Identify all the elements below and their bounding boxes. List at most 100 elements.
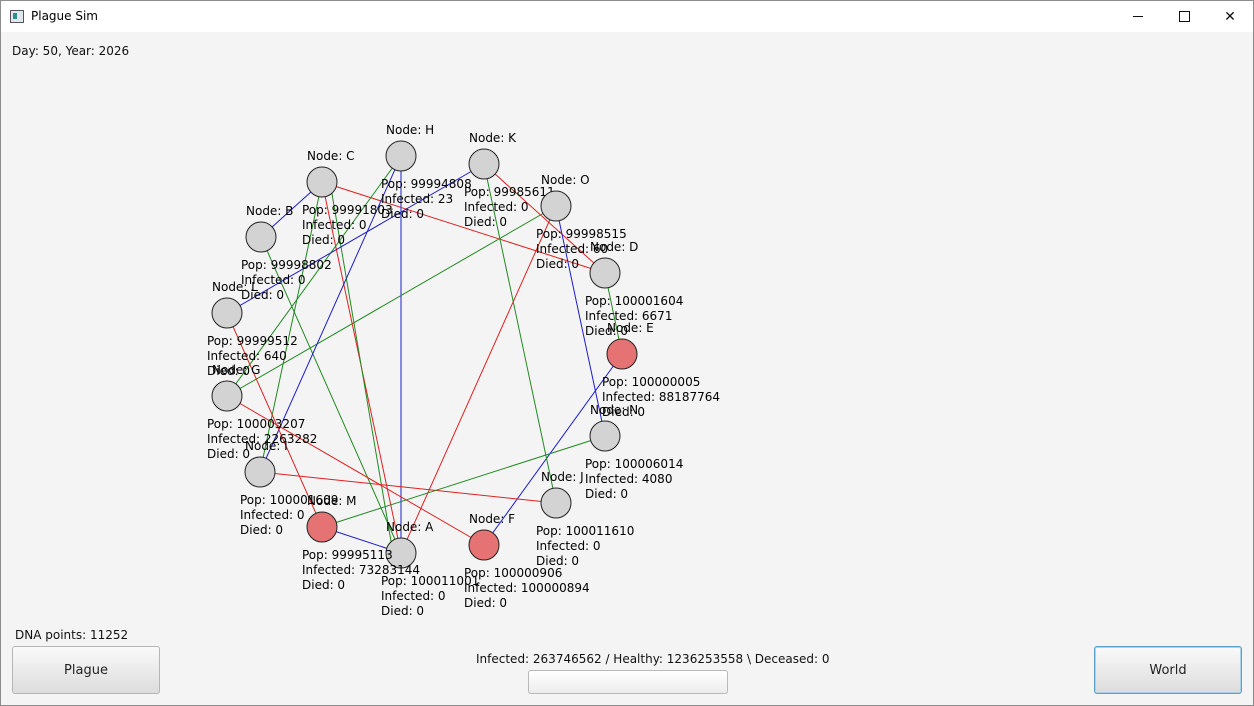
node-name-label: Node: B <box>246 204 293 218</box>
edge-l-m <box>226 312 323 528</box>
node-infected-label: Infected: 0 <box>381 589 446 603</box>
node-name-label: Node: E <box>607 321 654 335</box>
node-pop-label: Pop: 99985611 <box>464 185 555 199</box>
node-name-label: Node: G <box>212 363 260 377</box>
node-circle[interactable] <box>606 338 638 370</box>
edge-m-n <box>321 435 606 528</box>
node-circle[interactable] <box>468 148 500 180</box>
node-pop-label: Pop: 99995113 <box>302 548 393 562</box>
node-circle[interactable] <box>244 456 276 488</box>
node-infected-label: Infected: 640 <box>207 349 287 363</box>
global-stats-label: Infected: 263746562 / Healthy: 123625355… <box>476 652 830 666</box>
node-circle[interactable] <box>245 221 277 253</box>
node-died-label: Died: 0 <box>302 233 345 247</box>
node-pop-label: Pop: 100011001 <box>381 574 479 588</box>
maximize-button[interactable] <box>1161 1 1207 32</box>
node-circle[interactable] <box>468 529 500 561</box>
edge-a-o <box>400 205 557 554</box>
node-name-label: Node: H <box>386 123 434 137</box>
node-died-label: Died: 0 <box>381 207 424 221</box>
node-died-label: Died: 0 <box>602 405 645 419</box>
node-circle[interactable] <box>385 140 417 172</box>
node-died-label: Died: 0 <box>464 215 507 229</box>
edge-e-f <box>483 353 623 546</box>
node-circle[interactable] <box>211 380 243 412</box>
edge-c-i <box>259 181 323 473</box>
node-infected-label: Infected: 73283144 <box>302 563 420 577</box>
node-infected-label: Infected: 60 <box>536 242 608 256</box>
edge-f-g <box>226 395 485 546</box>
node-infected-label: Infected: 4080 <box>585 472 672 486</box>
node-name-label: Node: K <box>469 131 517 145</box>
node-pop-label: Pop: 100011610 <box>536 524 634 538</box>
node-circle[interactable] <box>306 511 338 543</box>
node-pop-label: Pop: 100001604 <box>585 294 683 308</box>
node-circle[interactable] <box>385 537 417 569</box>
close-icon: ✕ <box>1224 8 1236 25</box>
node-pop-label: Pop: 99991803 <box>302 203 393 217</box>
day-year-label: Day: 50, Year: 2026 <box>12 44 130 58</box>
node-circle[interactable] <box>589 420 621 452</box>
node-circle[interactable] <box>540 487 572 519</box>
edge-g-h <box>226 155 402 397</box>
node-infected-label: Infected: 0 <box>302 218 367 232</box>
node-pop-label: Pop: 100003207 <box>207 417 305 431</box>
node-died-label: Died: 0 <box>585 487 628 501</box>
node-died-label: Died: 0 <box>207 364 250 378</box>
title-bar[interactable]: Plague Sim ✕ <box>1 1 1253 32</box>
progress-bar <box>528 670 728 694</box>
node-died-label: Died: 0 <box>241 288 284 302</box>
node-circle[interactable] <box>589 257 621 289</box>
edge-c-d <box>321 181 606 274</box>
plague-button[interactable]: Plague <box>12 646 160 694</box>
node-died-label: Died: 0 <box>585 324 628 338</box>
node-died-label: Died: 0 <box>302 578 345 592</box>
node-died-label: Died: 0 <box>381 604 424 618</box>
node-died-label: Died: 0 <box>207 447 250 461</box>
node-died-label: Died: 0 <box>536 257 579 271</box>
window-title: Plague Sim <box>31 9 98 23</box>
node-name-label: Node: C <box>307 149 355 163</box>
app-icon <box>10 10 24 23</box>
node-infected-label: Infected: 100000894 <box>464 581 590 595</box>
node-name-label: Node: N <box>590 403 638 417</box>
node-infected-label: Infected: 2263282 <box>207 432 317 446</box>
edge-g-o <box>226 205 557 397</box>
node-pop-label: Pop: 100001609 <box>240 493 338 507</box>
edge-i-j <box>259 471 557 504</box>
node-infected-label: Infected: 0 <box>464 200 529 214</box>
node-name-label: Node: J <box>541 470 584 484</box>
node-died-label: Died: 0 <box>240 523 283 537</box>
node-pop-label: Pop: 99994808 <box>381 177 472 191</box>
node-infected-label: Infected: 88187764 <box>602 390 720 404</box>
node-pop-label: Pop: 100000906 <box>464 566 562 580</box>
close-button[interactable]: ✕ <box>1207 1 1253 32</box>
minimize-button[interactable] <box>1115 1 1161 32</box>
node-infected-label: Infected: 23 <box>381 192 453 206</box>
node-name-label: Node: A <box>386 520 434 534</box>
world-button[interactable]: World <box>1094 646 1242 694</box>
node-infected-label: Infected: 0 <box>536 539 601 553</box>
node-circle[interactable] <box>306 166 338 198</box>
edge-a-b <box>260 236 402 554</box>
edge-o-n <box>555 205 606 437</box>
node-circle[interactable] <box>211 297 243 329</box>
node-circle[interactable] <box>540 190 572 222</box>
